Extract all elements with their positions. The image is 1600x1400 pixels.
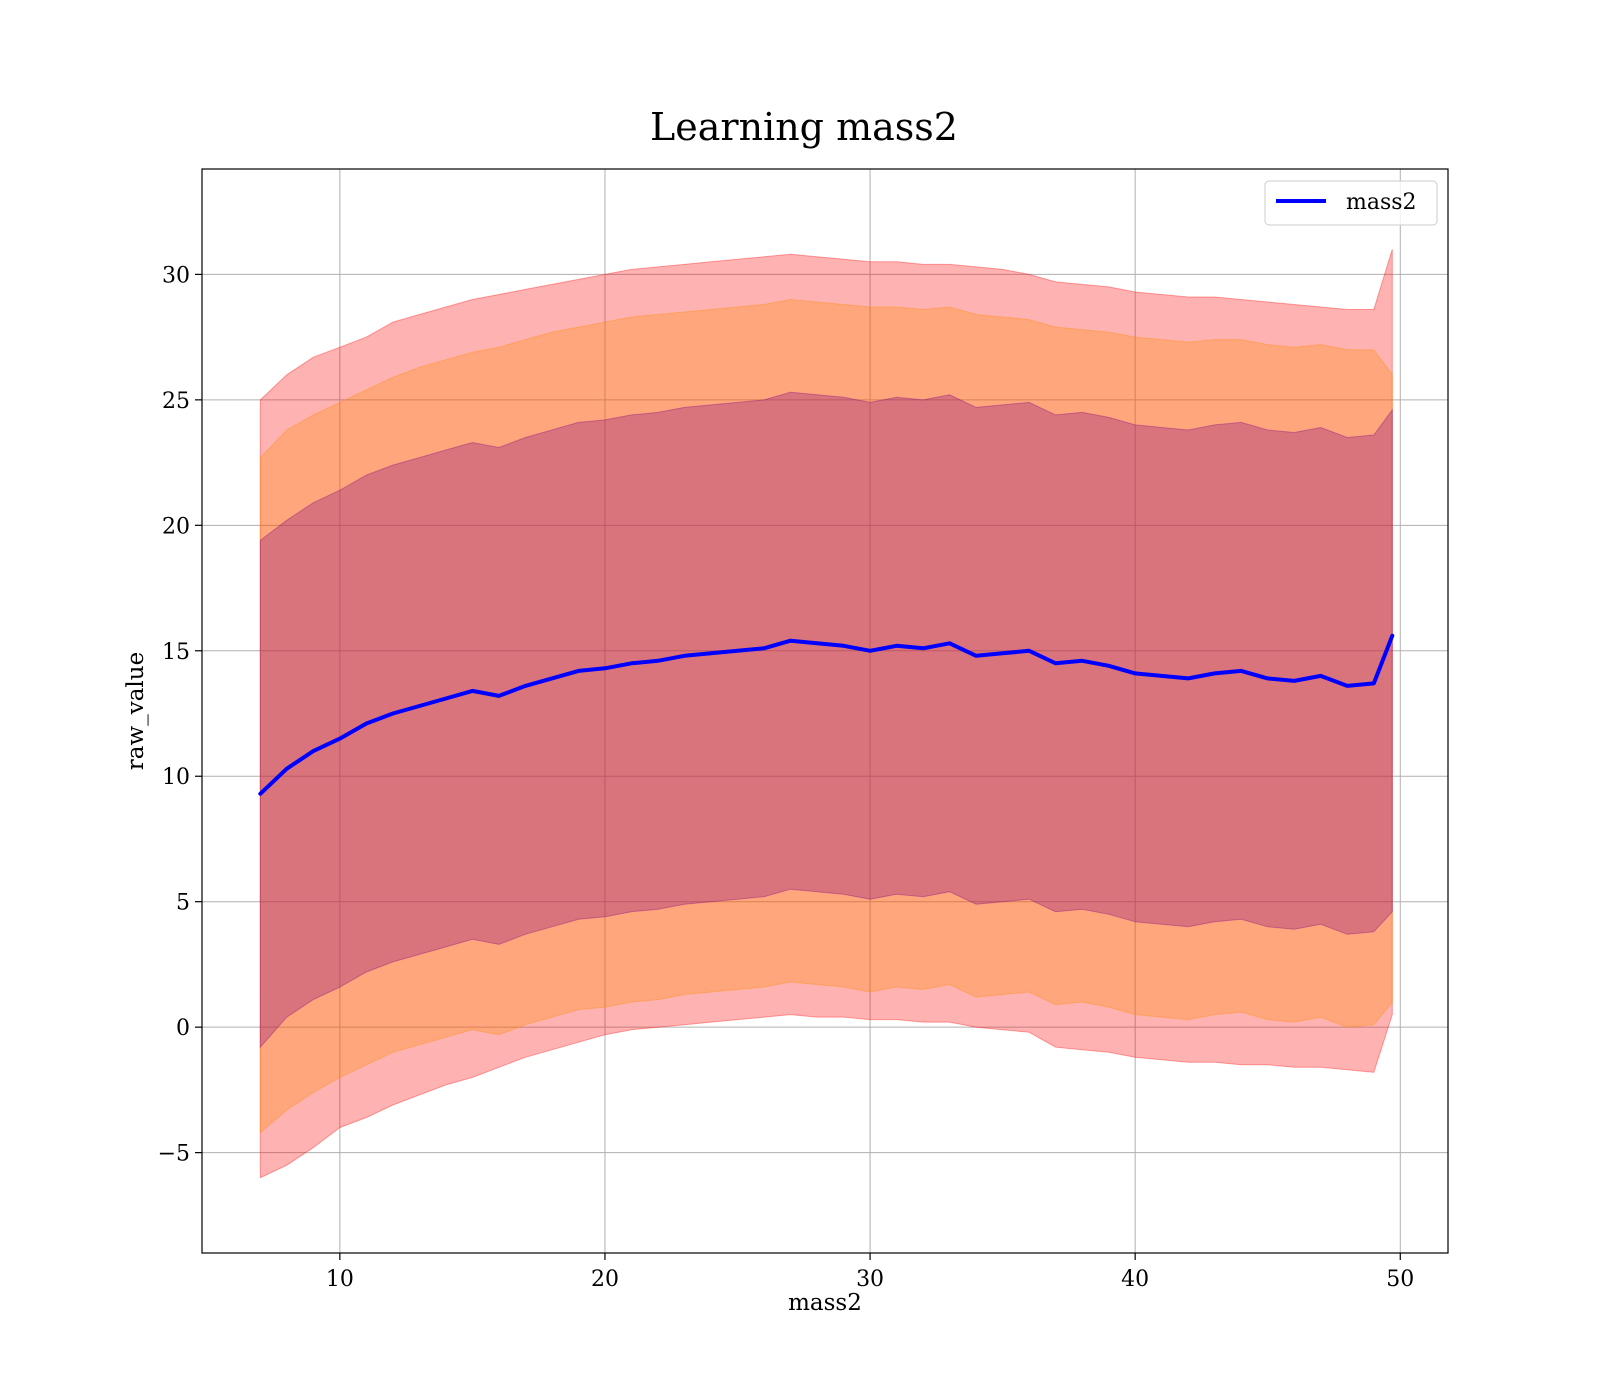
legend: mass2: [1264, 180, 1438, 226]
legend-frame: [1264, 180, 1438, 226]
y-tick-label: 25: [162, 389, 190, 414]
y-tick-label: 0: [176, 1016, 190, 1041]
legend-label-mass2: mass2: [1346, 190, 1417, 215]
series-lines: [258, 633, 1395, 796]
x-tick-label: 20: [591, 1267, 619, 1292]
chart-title: Learning mass2: [650, 105, 958, 149]
y-tick-label: 15: [162, 640, 190, 665]
plot-frame: [201, 168, 1449, 1254]
y-axis-ticks: −5 0 5 10 15 20 25 30: [158, 263, 202, 1167]
y-tick-label: 20: [162, 514, 190, 539]
x-tick-label: 10: [326, 1267, 354, 1292]
band-middle: [259, 298, 1393, 1134]
x-axis-label: mass2: [788, 1290, 862, 1316]
series-line-mass2: [258, 633, 1395, 796]
band-inner: [259, 391, 1393, 1049]
grid-lines: [202, 169, 1448, 1253]
y-tick-label: 10: [162, 765, 190, 790]
x-axis-ticks: 10 20 30 40 50: [326, 1253, 1414, 1292]
x-tick-label: 30: [856, 1267, 884, 1292]
band-outer: [259, 249, 1393, 1179]
y-axis-label: raw_value: [123, 652, 149, 770]
y-tick-label: 30: [162, 263, 190, 288]
y-tick-label: −5: [158, 1142, 190, 1167]
confidence-bands: [259, 249, 1393, 1179]
y-tick-label: 5: [176, 891, 190, 916]
x-tick-label: 50: [1386, 1267, 1414, 1292]
x-tick-label: 40: [1121, 1267, 1149, 1292]
